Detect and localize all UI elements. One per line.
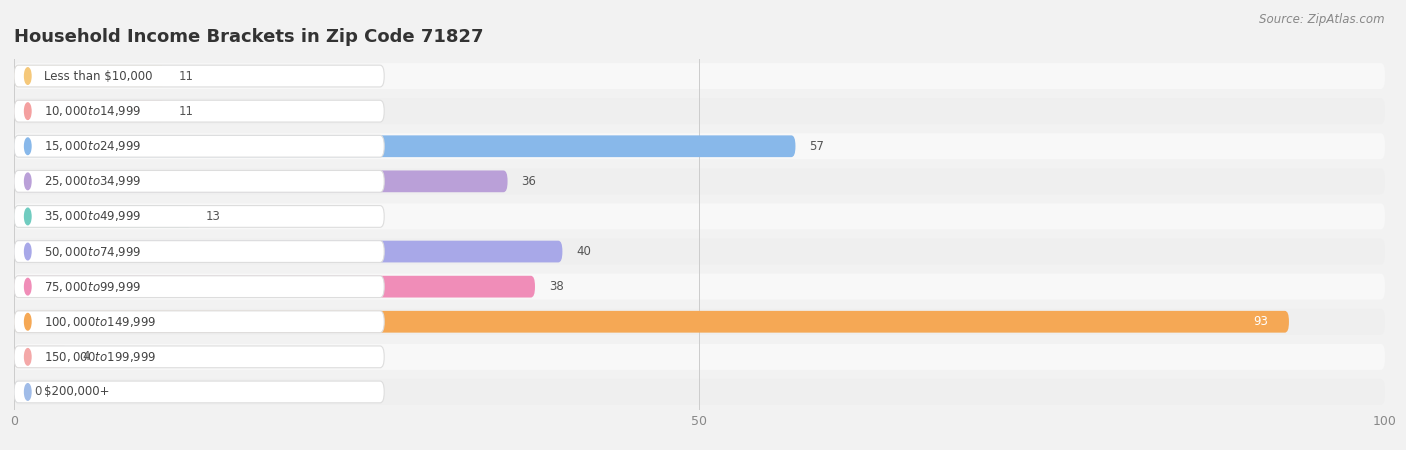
Text: $25,000 to $34,999: $25,000 to $34,999 bbox=[44, 174, 142, 189]
Text: 40: 40 bbox=[576, 245, 591, 258]
Circle shape bbox=[24, 68, 31, 84]
Circle shape bbox=[24, 173, 31, 189]
Text: Less than $10,000: Less than $10,000 bbox=[44, 70, 153, 82]
Circle shape bbox=[24, 314, 31, 330]
FancyBboxPatch shape bbox=[14, 276, 384, 297]
Text: $200,000+: $200,000+ bbox=[44, 386, 110, 398]
FancyBboxPatch shape bbox=[14, 206, 384, 227]
Text: 36: 36 bbox=[522, 175, 536, 188]
Text: 13: 13 bbox=[207, 210, 221, 223]
FancyBboxPatch shape bbox=[14, 379, 1385, 405]
FancyBboxPatch shape bbox=[14, 135, 384, 157]
Text: $50,000 to $74,999: $50,000 to $74,999 bbox=[44, 244, 142, 259]
FancyBboxPatch shape bbox=[14, 135, 796, 157]
FancyBboxPatch shape bbox=[14, 346, 69, 368]
FancyBboxPatch shape bbox=[14, 133, 1385, 159]
Circle shape bbox=[24, 243, 31, 260]
Text: $150,000 to $199,999: $150,000 to $199,999 bbox=[44, 350, 156, 364]
FancyBboxPatch shape bbox=[14, 238, 1385, 265]
Text: 93: 93 bbox=[1254, 315, 1268, 328]
FancyBboxPatch shape bbox=[14, 171, 384, 192]
FancyBboxPatch shape bbox=[14, 274, 1385, 300]
Circle shape bbox=[24, 384, 31, 400]
FancyBboxPatch shape bbox=[14, 203, 1385, 230]
Text: $10,000 to $14,999: $10,000 to $14,999 bbox=[44, 104, 142, 118]
FancyBboxPatch shape bbox=[14, 344, 1385, 370]
FancyBboxPatch shape bbox=[14, 65, 165, 87]
Text: $100,000 to $149,999: $100,000 to $149,999 bbox=[44, 315, 156, 329]
FancyBboxPatch shape bbox=[14, 381, 25, 403]
Circle shape bbox=[24, 208, 31, 225]
Text: 4: 4 bbox=[83, 351, 90, 363]
FancyBboxPatch shape bbox=[14, 311, 384, 333]
Text: Household Income Brackets in Zip Code 71827: Household Income Brackets in Zip Code 71… bbox=[14, 28, 484, 46]
Circle shape bbox=[24, 349, 31, 365]
Text: $35,000 to $49,999: $35,000 to $49,999 bbox=[44, 209, 142, 224]
FancyBboxPatch shape bbox=[14, 241, 384, 262]
FancyBboxPatch shape bbox=[14, 63, 1385, 89]
FancyBboxPatch shape bbox=[14, 168, 1385, 194]
FancyBboxPatch shape bbox=[14, 98, 1385, 124]
Text: 38: 38 bbox=[548, 280, 564, 293]
FancyBboxPatch shape bbox=[14, 206, 193, 227]
FancyBboxPatch shape bbox=[14, 346, 384, 368]
Circle shape bbox=[24, 103, 31, 119]
Text: $15,000 to $24,999: $15,000 to $24,999 bbox=[44, 139, 142, 153]
Circle shape bbox=[24, 279, 31, 295]
FancyBboxPatch shape bbox=[14, 311, 1289, 333]
Text: 11: 11 bbox=[179, 70, 194, 82]
FancyBboxPatch shape bbox=[14, 381, 384, 403]
Text: $75,000 to $99,999: $75,000 to $99,999 bbox=[44, 279, 142, 294]
FancyBboxPatch shape bbox=[14, 241, 562, 262]
FancyBboxPatch shape bbox=[14, 276, 534, 297]
FancyBboxPatch shape bbox=[14, 100, 384, 122]
FancyBboxPatch shape bbox=[14, 100, 165, 122]
FancyBboxPatch shape bbox=[14, 171, 508, 192]
Circle shape bbox=[24, 138, 31, 154]
Text: 0: 0 bbox=[35, 386, 42, 398]
Text: 11: 11 bbox=[179, 105, 194, 117]
FancyBboxPatch shape bbox=[14, 309, 1385, 335]
FancyBboxPatch shape bbox=[14, 65, 384, 87]
Text: Source: ZipAtlas.com: Source: ZipAtlas.com bbox=[1260, 14, 1385, 27]
Text: 57: 57 bbox=[810, 140, 824, 153]
